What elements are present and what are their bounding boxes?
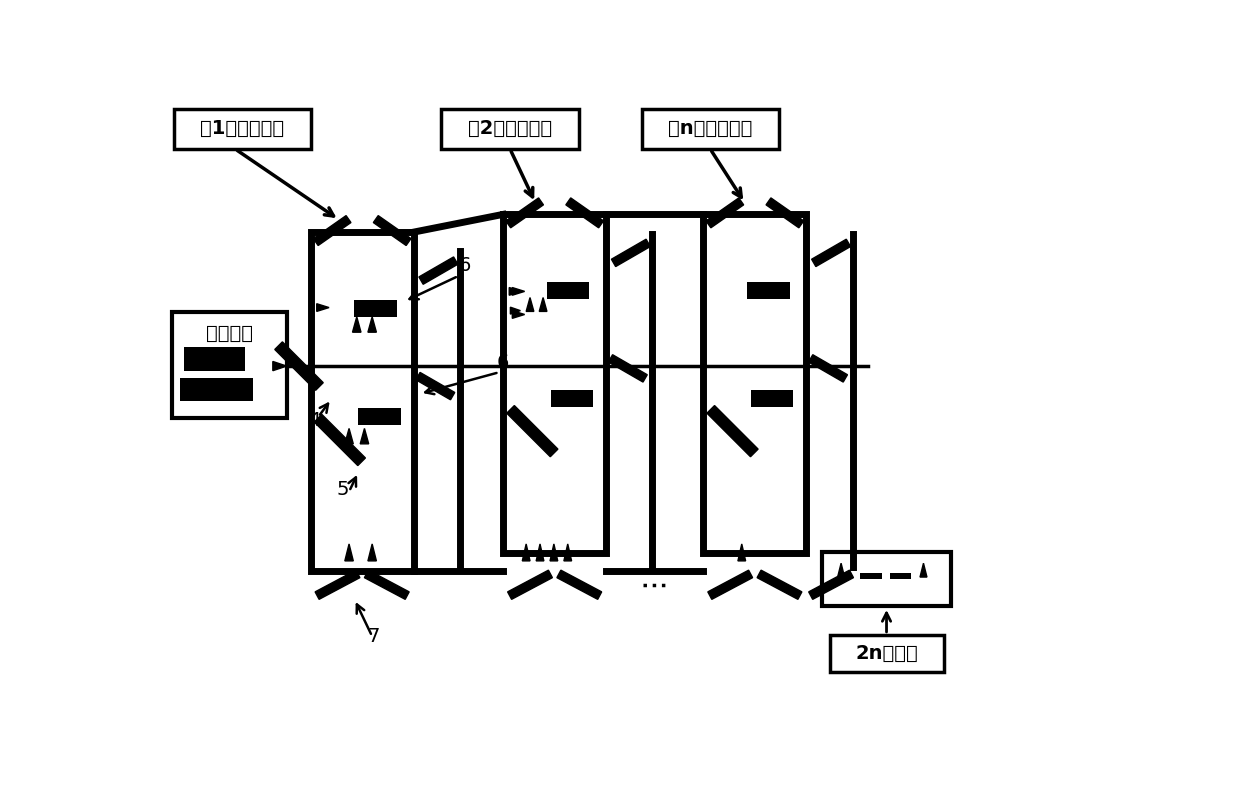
Polygon shape [506,198,543,228]
Polygon shape [920,563,928,577]
Bar [551,390,593,407]
Polygon shape [507,406,558,457]
Text: 5: 5 [337,481,350,500]
Polygon shape [507,570,552,600]
Polygon shape [314,215,351,246]
Text: 第2个光学单元: 第2个光学单元 [467,120,552,139]
Text: 7: 7 [367,626,379,645]
Bar [641,109,779,149]
Polygon shape [536,544,544,561]
Text: 6: 6 [497,353,510,372]
Text: 2n个脉冲: 2n个脉冲 [856,644,918,663]
Polygon shape [808,570,853,600]
Bar [180,378,253,401]
Polygon shape [315,570,360,600]
Polygon shape [273,361,286,371]
Polygon shape [522,544,529,561]
Polygon shape [565,198,604,228]
Polygon shape [706,198,744,228]
Bar [748,282,790,299]
Polygon shape [368,317,377,332]
Polygon shape [275,342,324,390]
Bar [861,573,882,580]
Polygon shape [365,570,409,600]
Bar [703,215,806,553]
Bar [174,109,310,149]
Polygon shape [551,544,558,561]
Polygon shape [314,414,366,466]
Polygon shape [808,355,847,382]
Polygon shape [609,355,647,382]
Bar [889,573,911,580]
Bar [358,408,401,425]
Polygon shape [611,239,650,267]
Text: 第n个光学单元: 第n个光学单元 [668,120,753,139]
Text: 飞秒激光: 飞秒激光 [206,324,253,343]
Text: 6: 6 [459,256,471,275]
Polygon shape [345,428,353,444]
Polygon shape [510,287,522,295]
Polygon shape [415,372,455,400]
Polygon shape [812,239,851,267]
Bar [310,232,414,571]
Polygon shape [766,198,804,228]
Bar [184,347,246,371]
Bar [503,215,606,553]
Polygon shape [738,544,745,561]
Polygon shape [512,287,525,295]
Bar [830,635,944,672]
Polygon shape [373,215,410,246]
Polygon shape [511,307,521,314]
Bar [355,300,397,317]
Polygon shape [345,544,353,561]
Polygon shape [352,317,361,332]
Text: 第1个光学单元: 第1个光学单元 [200,120,284,139]
Bar [822,552,951,606]
Polygon shape [361,428,368,444]
Polygon shape [539,298,547,311]
Polygon shape [419,257,458,284]
Bar [751,390,794,407]
Polygon shape [564,544,572,561]
Polygon shape [758,570,802,600]
Polygon shape [526,298,534,311]
Polygon shape [708,570,753,600]
Polygon shape [368,544,377,561]
Polygon shape [557,570,601,600]
Polygon shape [512,310,525,318]
Polygon shape [707,406,758,457]
Bar [441,109,579,149]
Polygon shape [838,563,844,577]
Text: 4: 4 [309,411,321,430]
Bar [547,282,589,299]
Bar [172,312,288,418]
Polygon shape [316,303,329,311]
